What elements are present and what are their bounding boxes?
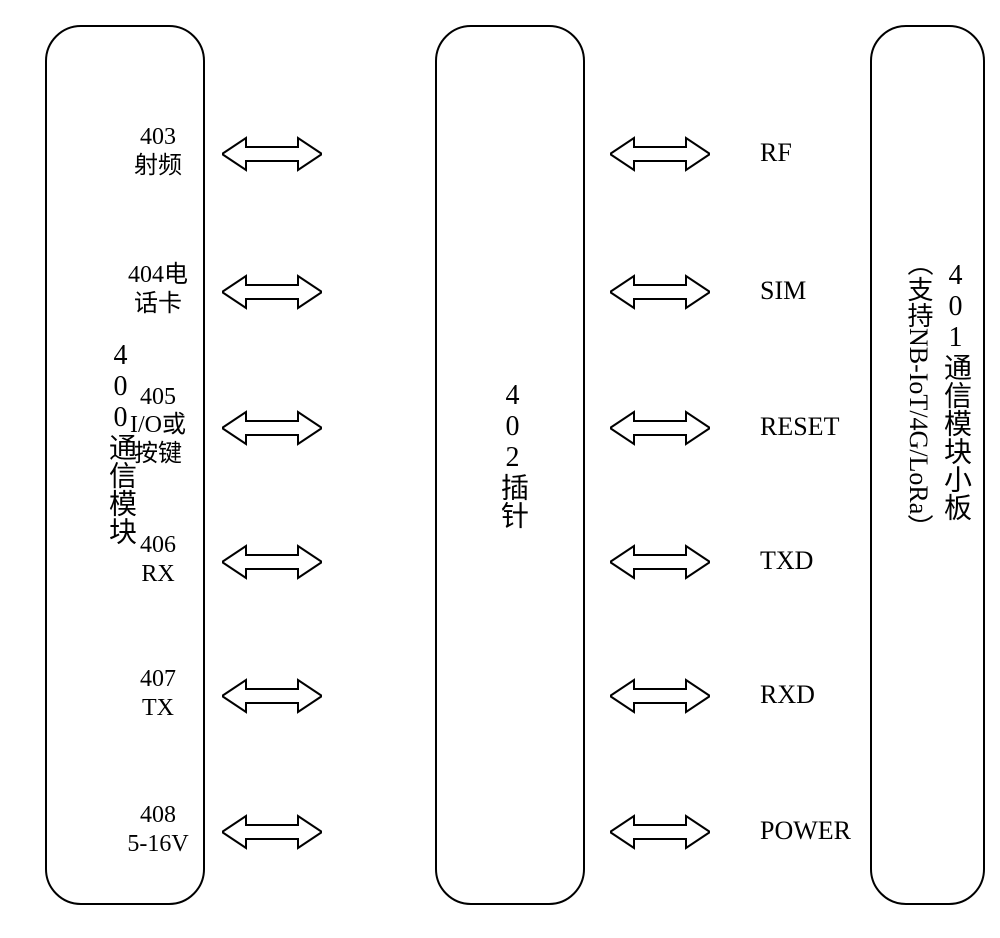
pin-label-right: POWER [760, 815, 880, 846]
double-arrow-icon [222, 136, 322, 172]
pin-label-left: 407TX [98, 665, 218, 723]
double-arrow-icon [222, 678, 322, 714]
double-arrow-icon [222, 274, 322, 310]
double-arrow-icon [222, 544, 322, 580]
double-arrow-icon [610, 814, 710, 850]
double-arrow-icon [610, 678, 710, 714]
block-label: 402插针 [492, 380, 532, 529]
double-arrow-icon [610, 410, 710, 446]
block-label: 401通信模块小板 [935, 260, 975, 521]
pin-label-left: 404电话卡 [98, 261, 218, 319]
pin-label-right: RF [760, 137, 880, 168]
pin-label-right: SIM [760, 275, 880, 306]
pin-label-right: RXD [760, 679, 880, 710]
double-arrow-icon [610, 274, 710, 310]
double-arrow-icon [610, 544, 710, 580]
block-sublabel: （支持NB-IoT/4G/LoRa） [900, 250, 937, 540]
pin-label-left: 403射频 [98, 123, 218, 181]
double-arrow-icon [222, 814, 322, 850]
pin-label-left: 4085-16V [98, 801, 218, 859]
pin-label-right: RESET [760, 411, 880, 442]
pin-label-left: 405I/O或按键 [98, 383, 218, 469]
pin-label-right: TXD [760, 545, 880, 576]
double-arrow-icon [222, 410, 322, 446]
double-arrow-icon [610, 136, 710, 172]
pin-label-left: 406RX [98, 531, 218, 589]
